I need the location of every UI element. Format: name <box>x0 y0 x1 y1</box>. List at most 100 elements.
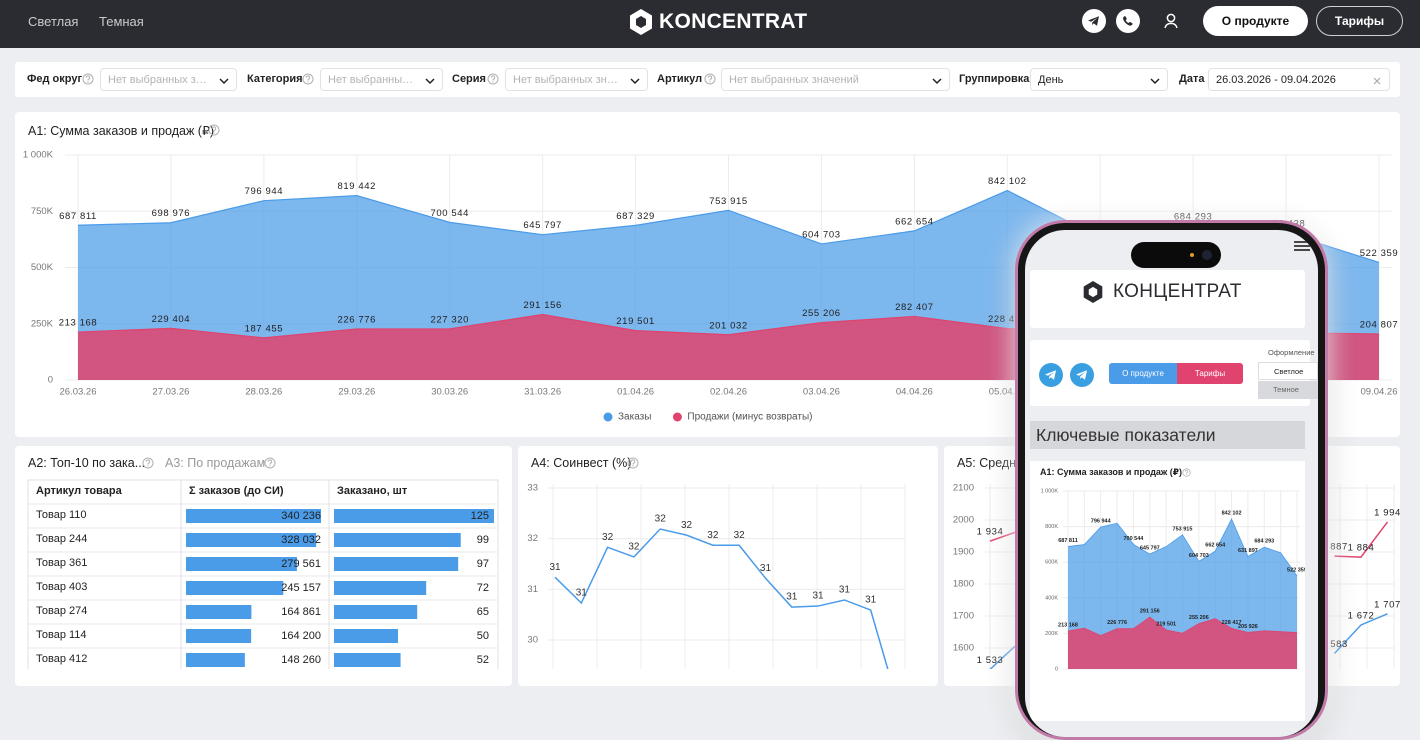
qty-label: 72 <box>477 582 489 594</box>
help-icon[interactable] <box>264 457 276 469</box>
pricing-button[interactable]: Тарифы <box>1316 6 1403 36</box>
filter-select[interactable]: Нет выбранных значений <box>505 68 648 91</box>
value-label: 700 544 <box>430 208 469 219</box>
chevron-icon <box>1150 76 1160 86</box>
value-label: 219 501 <box>616 316 655 327</box>
help-icon[interactable] <box>704 73 716 85</box>
x-tick-label: 05.04.26 <box>989 387 1026 398</box>
row-name: Товар 274 <box>36 605 87 617</box>
filter-select[interactable]: Нет выбранных значений <box>100 68 237 91</box>
sum-label: 164 200 <box>281 630 321 642</box>
phone-logo-icon <box>1083 281 1103 303</box>
y-tick-label: 400K <box>1045 595 1058 601</box>
x-tick-label: 09.04.26 <box>1361 387 1398 398</box>
sum-label: 164 861 <box>281 606 321 618</box>
tab-active[interactable]: A2: Топ-10 по зака... <box>28 456 146 470</box>
chart-title: A4: Соинвест (%) <box>531 456 632 470</box>
qty-bar <box>334 653 401 667</box>
row-name: Товар 114 <box>36 629 87 641</box>
date-range-input[interactable]: 26.03.2026 - 09.04.2026 <box>1208 68 1390 91</box>
value-label: 1 994 <box>1374 507 1400 518</box>
value-label: 1 672 <box>1348 610 1375 621</box>
value-label: 282 407 <box>895 302 934 313</box>
chart-title: A1: Сумма заказов и продаж (₽) <box>28 124 215 138</box>
camera-lens <box>1202 250 1212 260</box>
value-label: 31 <box>813 591 825 602</box>
camera-dot <box>1190 253 1194 257</box>
value-label: 226 776 <box>338 314 377 325</box>
y-tick-label: 1 000K <box>23 150 54 161</box>
qty-label: 50 <box>477 630 489 642</box>
x-tick-label: 27.03.26 <box>152 387 189 398</box>
phone-area-chart: 0 200K 400K 600K 800K 1 000K 687 811 796 944 700… <box>1041 488 1305 672</box>
value-label: 291 156 <box>523 300 562 311</box>
phone-pricing-button[interactable]: Тарифы <box>1177 363 1243 384</box>
value-label: 31 <box>839 585 851 596</box>
filter-value: День <box>1038 74 1064 86</box>
series-line <box>554 528 889 669</box>
phone-telegram-icon[interactable] <box>1070 363 1094 387</box>
value-label: 31 <box>576 588 588 599</box>
legend-label: Заказы <box>618 412 651 423</box>
user-icon[interactable] <box>1162 12 1180 30</box>
value-label: 229 404 <box>152 314 191 325</box>
about-button[interactable]: О продукте <box>1203 6 1308 36</box>
filter-placeholder: Нет выбранных значений <box>328 74 418 86</box>
value-label: 753 915 <box>709 196 748 207</box>
theme-light-link[interactable]: Светлая <box>28 14 79 29</box>
value-label: 228 417 <box>988 314 1027 325</box>
help-icon[interactable] <box>302 73 314 85</box>
tab-inactive[interactable]: A3: По продажам <box>165 456 266 470</box>
sum-label: 328 032 <box>281 534 321 546</box>
value-label: 687 329 <box>616 211 655 222</box>
help-icon[interactable] <box>208 124 220 136</box>
phone-telegram-icon[interactable] <box>1039 363 1063 387</box>
help-icon[interactable] <box>142 457 154 469</box>
theme-dark-link[interactable]: Темная <box>99 14 144 29</box>
value-label: 662 654 <box>1205 543 1226 549</box>
help-icon[interactable] <box>82 73 94 85</box>
value-label: 1 707 <box>1374 599 1400 610</box>
phone-header-card <box>1030 270 1305 328</box>
value-label: 842 102 <box>1222 511 1242 517</box>
y-tick-label: 500K <box>31 262 54 273</box>
y-tick-label: 750K <box>31 206 54 217</box>
help-icon[interactable] <box>487 73 499 85</box>
value-label: 204 807 <box>1360 319 1399 330</box>
sum-label: 245 157 <box>281 582 321 594</box>
phone-theme-dark[interactable]: Темное <box>1258 381 1318 399</box>
filter-select[interactable]: День <box>1030 68 1168 91</box>
sum-label: 148 260 <box>281 654 321 666</box>
filter-bar <box>15 62 1400 97</box>
value-label: 684 293 <box>1174 212 1213 223</box>
phone-screen: КОНЦЕНТРАТ О продукте Тарифы Оформление … <box>1025 230 1318 737</box>
menu-icon[interactable] <box>1293 240 1311 254</box>
phone-about-button[interactable]: О продукте <box>1109 363 1177 384</box>
y-tick-label: 600K <box>1045 560 1058 566</box>
value-label: 255 206 <box>802 308 841 319</box>
legend-label: Продажи (минус возвраты) <box>687 412 812 423</box>
help-icon[interactable] <box>627 457 639 469</box>
telegram-icon[interactable] <box>1082 9 1106 33</box>
filter-select[interactable]: Нет выбранных значений <box>721 68 950 91</box>
phone-call-icon[interactable] <box>1116 9 1140 33</box>
value-label: 31 <box>865 595 877 606</box>
clear-icon[interactable] <box>1372 76 1382 86</box>
phone-theme-light[interactable]: Светлое <box>1258 362 1318 380</box>
value-label: 32 <box>602 532 614 543</box>
value-label: 187 455 <box>245 323 284 334</box>
value-label: 604 703 <box>802 229 841 240</box>
help-icon[interactable] <box>1182 468 1191 477</box>
x-tick-label: 28.03.26 <box>245 387 282 398</box>
filter-label: Серия <box>452 73 486 85</box>
qty-label: 65 <box>477 606 489 618</box>
chart-title: A5: Средн <box>957 456 1017 470</box>
filter-select[interactable]: Нет выбранных значений <box>320 68 443 91</box>
value-label: 796 944 <box>1091 519 1112 525</box>
sum-bar <box>186 653 245 667</box>
y-tick-label: 0 <box>48 375 53 386</box>
filter-value: 26.03.2026 - 09.04.2026 <box>1216 74 1336 86</box>
value-label: 291 156 <box>1140 609 1160 615</box>
row-name: Товар 403 <box>36 581 87 593</box>
table-border <box>27 479 499 669</box>
